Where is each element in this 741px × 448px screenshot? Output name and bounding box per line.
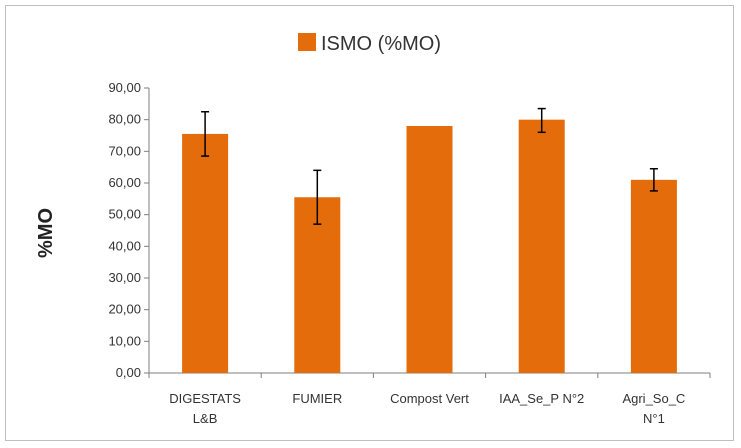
x-tick-label-line: Agri_So_C — [622, 391, 685, 406]
x-tick-label-line: IAA_Se_P N°2 — [499, 391, 584, 406]
x-tick-label: DIGESTATS L&B — [169, 391, 241, 426]
y-tick-label: 90,00 — [108, 80, 141, 95]
legend-label: ISMO (%MO) — [321, 33, 441, 55]
y-tick-label: 10,00 — [108, 333, 141, 348]
x-tick-label-line: Compost Vert — [390, 391, 469, 406]
bar — [518, 119, 565, 374]
bar — [182, 133, 229, 373]
bar — [406, 126, 453, 373]
x-tick-label-line: FUMIER — [292, 391, 342, 406]
bars — [182, 119, 677, 374]
x-tick-label: Compost Vert — [390, 391, 469, 406]
error-bars — [201, 107, 658, 225]
y-tick-label: 40,00 — [108, 238, 141, 253]
y-tick-label: 0,00 — [116, 365, 141, 380]
y-tick-label: 50,00 — [108, 207, 141, 222]
y-tick-label: 70,00 — [108, 143, 141, 158]
bar — [294, 197, 341, 373]
tick-labels: 0,00 10,00 20,00 30,00 40,00 50,00 60,00 70,00 8… — [108, 80, 685, 426]
chart-frame — [5, 5, 734, 441]
x-tick-label-line: L&B — [193, 411, 218, 426]
x-tick-label: IAA_Se_P N°2 — [499, 391, 584, 406]
bar — [630, 179, 677, 373]
y-tick-label: 20,00 — [108, 302, 141, 317]
x-tick-label: FUMIER — [292, 391, 342, 406]
x-tick-label: Agri_So_C N°1 — [622, 391, 685, 426]
legend-swatch — [298, 33, 316, 51]
y-tick-label: 80,00 — [108, 112, 141, 127]
y-tick-label: 30,00 — [108, 270, 141, 285]
x-tick-label-line: DIGESTATS — [169, 391, 241, 406]
y-tick-label: 60,00 — [108, 175, 141, 190]
y-axis-title: %MO — [35, 208, 57, 258]
legend: ISMO (%MO) — [298, 33, 441, 55]
x-tick-label-line: N°1 — [643, 411, 665, 426]
